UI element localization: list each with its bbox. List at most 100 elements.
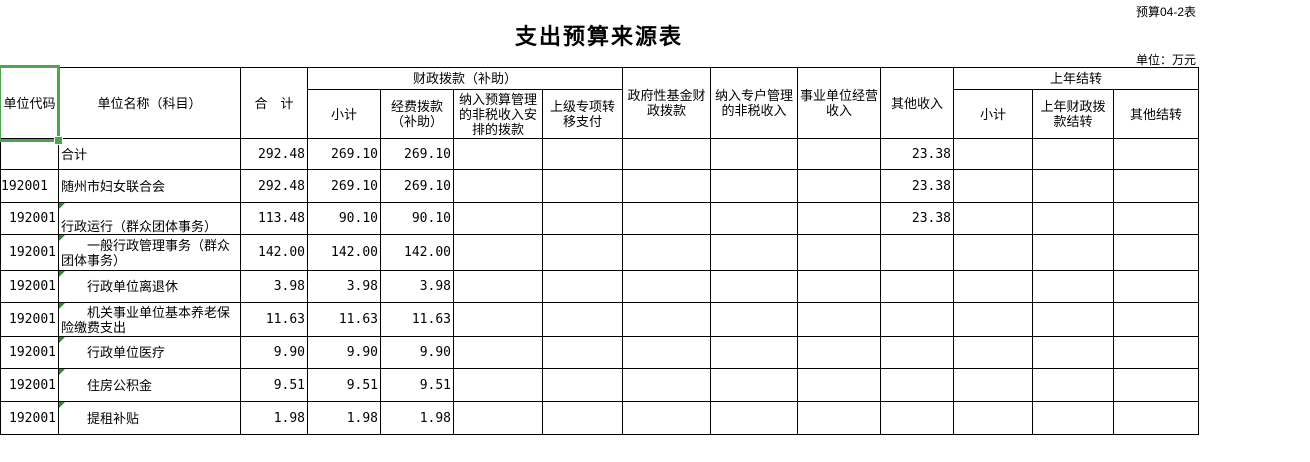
cell-value[interactable]: 1.98 (307, 401, 381, 435)
cell-unit-code[interactable]: 192001 (0, 270, 59, 303)
cell-value[interactable] (541, 138, 624, 170)
fill-handle[interactable] (54, 136, 63, 145)
header-fiscal-group[interactable]: 财政拨款（补助） (306, 67, 624, 90)
cell-value[interactable] (1032, 368, 1115, 402)
cell-unit-name[interactable]: 机关事业单位基本养老保险缴费支出 (58, 302, 241, 337)
cell-value[interactable]: 9.51 (240, 368, 308, 402)
cell-value[interactable] (953, 270, 1034, 303)
cell-unit-name[interactable]: 一般行政管理事务（群众团体事务） (58, 234, 241, 271)
cell-value[interactable] (1032, 270, 1115, 303)
cell-value[interactable]: 142.00 (380, 234, 454, 271)
cell-value[interactable] (710, 368, 799, 402)
cell-value[interactable] (1113, 169, 1200, 203)
cell-value[interactable] (453, 336, 543, 369)
cell-unit-code[interactable]: 192001 (0, 234, 59, 271)
cell-value[interactable] (797, 336, 882, 369)
cell-value[interactable] (953, 401, 1034, 435)
cell-value[interactable] (622, 138, 712, 170)
cell-unit-name[interactable]: 提租补贴 (58, 401, 241, 435)
cell-value[interactable] (1032, 401, 1115, 435)
cell-value[interactable]: 1.98 (240, 401, 308, 435)
cell-value[interactable] (953, 169, 1034, 203)
cell-value[interactable]: 9.90 (240, 336, 308, 369)
cell-unit-name[interactable]: 行政单位离退休 (58, 270, 241, 303)
cell-value[interactable] (622, 336, 712, 369)
cell-value[interactable]: 1.98 (380, 401, 454, 435)
cell-value[interactable] (880, 336, 955, 369)
cell-unit-name[interactable]: 住房公积金 (58, 368, 241, 402)
cell-value[interactable] (622, 302, 712, 337)
cell-value[interactable] (1032, 336, 1115, 369)
cell-value[interactable]: 11.63 (380, 302, 454, 337)
cell-value[interactable]: 9.51 (380, 368, 454, 402)
cell-unit-code[interactable]: 192001 (0, 336, 59, 369)
cell-value[interactable] (710, 401, 799, 435)
cell-value[interactable]: 11.63 (307, 302, 381, 337)
cell-value[interactable] (953, 202, 1034, 235)
cell-value[interactable] (710, 202, 799, 235)
cell-value[interactable]: 90.10 (307, 202, 381, 235)
header-unit-name[interactable]: 单位名称（科目） (58, 67, 241, 139)
cell-value[interactable] (1032, 138, 1115, 170)
cell-value[interactable] (622, 270, 712, 303)
cell-value[interactable] (541, 368, 624, 402)
cell-value[interactable] (541, 202, 624, 235)
cell-value[interactable]: 269.10 (307, 138, 381, 170)
cell-value[interactable] (622, 169, 712, 203)
cell-value[interactable]: 9.90 (380, 336, 454, 369)
cell-value[interactable] (1032, 169, 1115, 203)
cell-value[interactable] (541, 401, 624, 435)
cell-unit-code[interactable]: 192001 (0, 202, 59, 235)
cell-value[interactable] (1113, 202, 1200, 235)
cell-value[interactable] (797, 202, 882, 235)
cell-value[interactable] (710, 138, 799, 170)
cell-value[interactable] (953, 368, 1034, 402)
cell-value[interactable] (453, 169, 543, 203)
cell-value[interactable] (1113, 302, 1200, 337)
header-carryover-subtotal[interactable]: 小计 (953, 89, 1034, 139)
cell-value[interactable] (797, 234, 882, 271)
cell-value[interactable] (1113, 234, 1200, 271)
cell-value[interactable] (953, 234, 1034, 271)
cell-value[interactable] (541, 234, 624, 271)
cell-value[interactable] (453, 202, 543, 235)
cell-value[interactable] (453, 368, 543, 402)
cell-value[interactable] (797, 169, 882, 203)
cell-unit-code[interactable]: 192001 (0, 169, 59, 203)
cell-value[interactable] (622, 202, 712, 235)
cell-value[interactable]: 292.48 (240, 138, 308, 170)
cell-value[interactable]: 23.38 (880, 169, 955, 203)
cell-value[interactable]: 9.51 (307, 368, 381, 402)
cell-value[interactable]: 269.10 (307, 169, 381, 203)
cell-value[interactable] (1113, 270, 1200, 303)
cell-unit-name[interactable]: 行政运行（群众团体事务） (58, 202, 241, 235)
cell-value[interactable]: 3.98 (307, 270, 381, 303)
cell-value[interactable]: 90.10 (380, 202, 454, 235)
cell-value[interactable] (797, 302, 882, 337)
cell-value[interactable] (1113, 401, 1200, 435)
cell-value[interactable] (1113, 138, 1200, 170)
cell-value[interactable] (797, 368, 882, 402)
cell-value[interactable] (453, 234, 543, 271)
cell-unit-code[interactable]: 192001 (0, 401, 59, 435)
cell-value[interactable] (953, 138, 1034, 170)
cell-value[interactable] (710, 302, 799, 337)
cell-value[interactable] (797, 138, 882, 170)
header-special-account[interactable]: 纳入专户管理的非税收入 (710, 67, 799, 139)
cell-value[interactable]: 269.10 (380, 138, 454, 170)
cell-value[interactable] (880, 401, 955, 435)
cell-value[interactable]: 11.63 (240, 302, 308, 337)
cell-value[interactable] (710, 234, 799, 271)
header-other-income[interactable]: 其他收入 (880, 67, 955, 139)
header-fiscal-nontax[interactable]: 纳入预算管理的非税收入安排的拨款 (453, 89, 543, 139)
cell-value[interactable]: 3.98 (240, 270, 308, 303)
cell-value[interactable] (953, 336, 1034, 369)
cell-value[interactable]: 23.38 (880, 202, 955, 235)
cell-value[interactable] (541, 270, 624, 303)
cell-unit-name[interactable]: 合计 (58, 138, 241, 170)
header-carryover-group[interactable]: 上年结转 (953, 67, 1200, 90)
cell-unit-code[interactable]: 192001 (0, 368, 59, 402)
cell-value[interactable] (453, 302, 543, 337)
cell-value[interactable] (880, 368, 955, 402)
cell-unit-code[interactable]: 192001 (0, 302, 59, 337)
